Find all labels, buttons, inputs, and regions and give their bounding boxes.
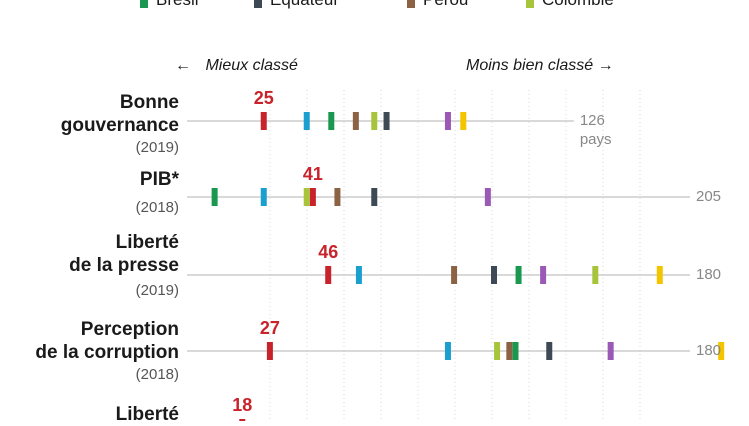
rank-mark-cyan (260, 188, 267, 206)
category-label-line: Bonne (119, 92, 179, 113)
category-label-line: gouvernance (60, 115, 179, 136)
category-year: (2019) (135, 139, 179, 156)
legend-label-colombie: Colombie (542, 0, 614, 10)
legend-label-equateur: Equateur (270, 0, 339, 10)
category-label-line: Liberté (115, 404, 179, 425)
highlight-rank-label: 46 (318, 242, 339, 262)
rank-mark-equateur (546, 342, 553, 360)
rank-mark-equateur (491, 266, 497, 284)
legend-swatch-colombie (526, 0, 534, 8)
category-label-line: PIB* (139, 169, 179, 190)
rank-mark-prou (451, 266, 458, 284)
rank-mark-prou (352, 112, 359, 130)
rank-mark-brsil (328, 112, 335, 130)
axis-total-label: 205 (696, 187, 721, 206)
rank-mark-cyan (303, 112, 310, 130)
category-label-line: Perception (80, 319, 179, 340)
highlight-mark (325, 266, 332, 284)
direction-right: Moins bien classé → (466, 57, 614, 75)
highlight-mark (309, 188, 316, 206)
category-label-line: de la presse (69, 255, 179, 276)
category-year: (2018) (135, 366, 179, 383)
legend-item-colombie: Colombie (526, 0, 614, 10)
direction-right-label: Moins bien classé (466, 57, 594, 74)
legend-swatch-equateur (254, 0, 262, 8)
rank-mark-brsil (515, 266, 522, 284)
category-label: Bonne gouvernance (61, 91, 179, 137)
arrow-left-icon: ← (175, 57, 191, 74)
highlight-rank-label: 18 (232, 395, 253, 415)
rank-mark-equateur (383, 112, 390, 130)
rank-mark-colombie (371, 112, 378, 130)
axis-total-label-line: 205 (696, 188, 722, 205)
axis-total-label-line: 126 (579, 112, 605, 129)
rank-mark-colombie (494, 342, 501, 360)
legend-item-equateur: Equateur (254, 0, 339, 10)
legend-item-bresil: Brésil (140, 0, 199, 10)
axis-total-label: 180 (696, 265, 721, 284)
axis-total-label: 126 pays (580, 111, 612, 149)
category-year: (2019) (135, 282, 179, 299)
rank-mark-prou (334, 188, 341, 206)
rank-mark-equateur (371, 188, 378, 206)
rank-mark-prou (506, 342, 513, 360)
highlight-mark (266, 342, 273, 360)
highlight-rank-label: 25 (253, 88, 274, 108)
rank-mark-colombie (303, 188, 310, 206)
category-label: Liberté (116, 403, 179, 426)
rank-mark-jaune (460, 112, 467, 130)
rank-mark-jaune (718, 342, 725, 360)
arrow-right-icon: → (597, 57, 614, 74)
axis-total-label-line: 180 (696, 266, 722, 283)
axis-total-label-line: 180 (696, 342, 722, 359)
rank-mark-violet (484, 188, 491, 206)
category-label-line: Liberté (115, 232, 179, 253)
legend: Brésil Equateur Pérou Colombie (0, 0, 749, 12)
rank-mark-cyan (355, 266, 362, 284)
rank-mark-violet (607, 342, 614, 360)
axis-total-label: 180 (696, 341, 721, 360)
rank-mark-brsil (211, 188, 218, 206)
category-label: Perception de la corruption (35, 318, 179, 364)
category-label: Liberté de la presse (69, 231, 179, 277)
rank-mark-cyan (444, 342, 451, 360)
rank-mark-jaune (656, 266, 663, 284)
legend-label-perou: Pérou (423, 0, 468, 10)
rank-mark-violet (444, 112, 451, 130)
highlight-mark (239, 419, 246, 421)
highlight-rank-label: 27 (259, 318, 280, 338)
legend-swatch-perou (407, 0, 415, 8)
axis-total-label-line: pays (579, 131, 612, 148)
category-label-line: de la corruption (35, 342, 179, 363)
direction-left: ← Mieux classé (175, 57, 298, 75)
rank-mark-violet (540, 266, 547, 284)
category-label: PIB* (140, 168, 179, 191)
highlight-rank-label: 41 (302, 164, 323, 184)
legend-label-bresil: Brésil (156, 0, 199, 10)
rank-mark-brsil (512, 342, 519, 360)
rank-mark-colombie (592, 266, 599, 284)
category-year: (2018) (135, 199, 179, 216)
legend-item-perou: Pérou (407, 0, 468, 10)
legend-swatch-bresil (140, 0, 148, 8)
direction-left-label: Mieux classé (205, 57, 298, 74)
highlight-mark (260, 112, 267, 130)
